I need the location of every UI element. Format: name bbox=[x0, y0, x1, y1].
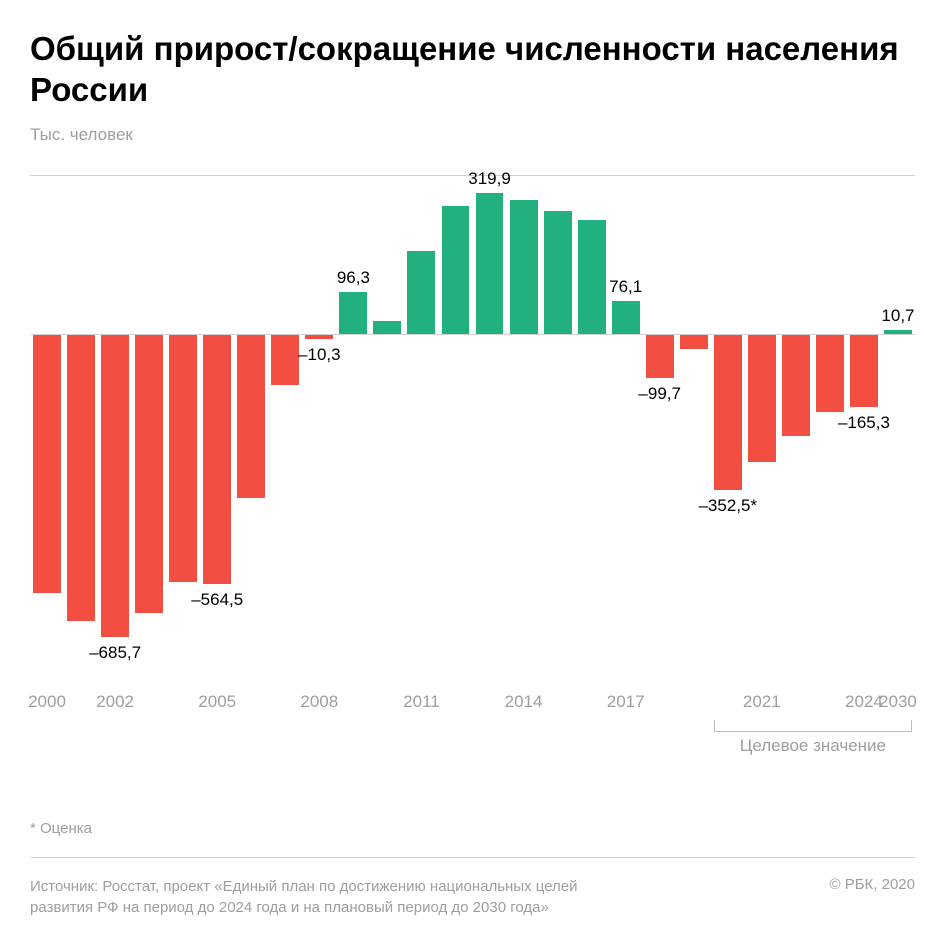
bottom-rule bbox=[30, 857, 915, 858]
bar-value-label: 319,9 bbox=[468, 169, 511, 189]
x-tick-label: 2021 bbox=[743, 692, 781, 712]
bar bbox=[135, 334, 163, 612]
x-tick-label: 2024 bbox=[845, 692, 883, 712]
forecast-label: Целевое значение bbox=[740, 736, 886, 756]
chart: –685,7–564,5–10,396,3319,976,1–99,7–352,… bbox=[30, 176, 915, 758]
bar-value-label: 96,3 bbox=[337, 268, 370, 288]
bar bbox=[476, 193, 504, 334]
plot-area: –685,7–564,5–10,396,3319,976,1–99,7–352,… bbox=[30, 176, 915, 666]
x-tick-label: 2030 bbox=[879, 692, 917, 712]
footer: Источник: Росстат, проект «Единый план п… bbox=[30, 876, 915, 920]
chart-subtitle: Тыс. человек bbox=[30, 125, 915, 145]
bar bbox=[407, 251, 435, 335]
chart-title: Общий прирост/сокращение численности нас… bbox=[30, 28, 915, 111]
x-tick-label: 2017 bbox=[607, 692, 645, 712]
x-tick-label: 2005 bbox=[198, 692, 236, 712]
bar bbox=[748, 334, 776, 462]
bar bbox=[578, 220, 606, 335]
x-tick-label: 2000 bbox=[28, 692, 66, 712]
bar bbox=[203, 334, 231, 583]
credit-text: © РБК, 2020 bbox=[829, 876, 915, 893]
x-tick-label: 2011 bbox=[403, 692, 440, 712]
bar bbox=[339, 292, 367, 335]
bar-value-label: 76,1 bbox=[609, 277, 642, 297]
bar bbox=[782, 334, 810, 436]
bar bbox=[271, 334, 299, 385]
bar bbox=[850, 334, 878, 407]
bar bbox=[442, 206, 470, 334]
x-tick-label: 2002 bbox=[96, 692, 134, 712]
x-tick-label: 2014 bbox=[505, 692, 543, 712]
bar-value-label: –564,5 bbox=[191, 590, 243, 610]
bar bbox=[510, 200, 538, 335]
bar bbox=[646, 334, 674, 378]
x-axis: 2000 2002 2005 2008 2011 2014 2017 2021 20242030 bbox=[30, 692, 915, 718]
bar bbox=[67, 334, 95, 621]
bar bbox=[816, 334, 844, 412]
bar bbox=[544, 211, 572, 335]
source-text: Источник: Росстат, проект «Единый план п… bbox=[30, 876, 590, 920]
bars-layer: –685,7–564,5–10,396,3319,976,1–99,7–352,… bbox=[30, 176, 915, 666]
bar bbox=[237, 334, 265, 497]
forecast-bracket bbox=[714, 720, 912, 732]
bar bbox=[680, 334, 708, 348]
bar bbox=[101, 334, 129, 637]
forecast-bracket-wrap: Целевое значение bbox=[30, 718, 915, 758]
bar bbox=[169, 334, 197, 581]
bar-value-label: –99,7 bbox=[638, 384, 681, 404]
bar-value-label: –165,3 bbox=[838, 413, 890, 433]
bar bbox=[373, 321, 401, 334]
bar bbox=[714, 334, 742, 490]
bar bbox=[612, 301, 640, 335]
bar-value-label: –10,3 bbox=[298, 345, 341, 365]
bar bbox=[33, 334, 61, 593]
zero-baseline bbox=[30, 334, 915, 335]
bar-value-label: 10,7 bbox=[881, 306, 914, 326]
bar-value-label: –352,5* bbox=[698, 496, 757, 516]
x-tick-label: 2008 bbox=[300, 692, 338, 712]
footnote: * Оценка bbox=[30, 820, 915, 837]
bar-value-label: –685,7 bbox=[89, 643, 141, 663]
